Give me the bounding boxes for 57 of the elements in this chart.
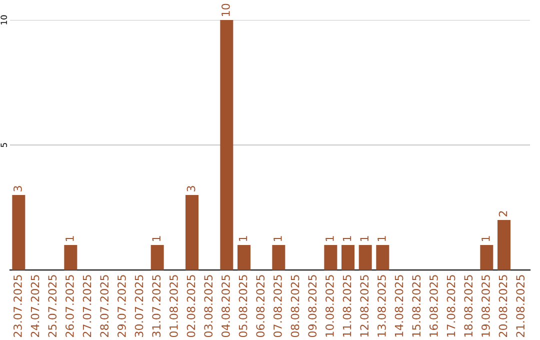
bar xyxy=(220,20,234,270)
bar xyxy=(186,195,198,270)
bar xyxy=(376,245,390,270)
data-label: 1 xyxy=(152,236,160,241)
x-tick-label: 03.08.2025 xyxy=(204,275,213,338)
data-label: 1 xyxy=(342,236,352,241)
bar xyxy=(358,245,372,270)
x-tick-label: 11.08.2025 xyxy=(342,275,352,337)
bar xyxy=(64,245,78,270)
x-tick-label: 26.07.2025 xyxy=(65,275,74,337)
x-tick-label: 07.08.2025 xyxy=(273,275,282,338)
x-tick-label: 02.08.2025 xyxy=(186,275,196,338)
x-tick-label: 20.08.2025 xyxy=(498,275,508,337)
x-tick-label: 19.08.2025 xyxy=(481,275,490,337)
x-tick-label: 12.08.2025 xyxy=(360,275,369,337)
x-tick-label: 30.07.2025 xyxy=(134,275,144,337)
x-tick-label: 28.07.2025 xyxy=(100,275,109,337)
data-label: 1 xyxy=(482,236,490,241)
x-tick-label: 16.08.2025 xyxy=(429,275,438,337)
bar xyxy=(272,245,286,270)
bar xyxy=(324,245,338,270)
x-tick-label: 05.08.2025 xyxy=(238,275,248,338)
data-label: 3 xyxy=(13,186,22,192)
x-tick-label: 25.07.2025 xyxy=(48,275,57,337)
x-tick-label: 08.08.2025 xyxy=(290,275,300,338)
x-tick-label: 29.07.2025 xyxy=(117,275,126,337)
data-label: 2 xyxy=(498,211,508,216)
data-label: 1 xyxy=(378,236,386,241)
bar xyxy=(150,245,164,270)
bar xyxy=(238,245,250,270)
x-tick-label: 06.08.2025 xyxy=(256,275,265,338)
x-tick-label: 01.08.2025 xyxy=(169,275,178,338)
x-tick-label: 17.08.2025 xyxy=(446,275,456,337)
x-tick-label: 27.07.2025 xyxy=(82,275,92,337)
data-label: 1 xyxy=(326,236,334,241)
data-label: 1 xyxy=(360,236,368,241)
x-tick-label: 09.08.2025 xyxy=(308,275,317,338)
bar xyxy=(342,245,354,270)
x-tick-label: 13.08.2025 xyxy=(377,275,386,337)
x-tick-label: 18.08.2025 xyxy=(464,275,473,337)
data-label: 1 xyxy=(274,236,282,241)
x-tick-label: 10.08.2025 xyxy=(325,275,334,337)
x-tick-label: 23.07.2025 xyxy=(13,275,22,337)
x-tick-label: 31.07.2025 xyxy=(152,275,161,337)
x-tick-label: 04.08.2025 xyxy=(221,275,230,338)
x-tick-label: 14.08.2025 xyxy=(394,275,404,337)
data-label: 3 xyxy=(186,186,196,192)
x-tick-label: 15.08.2025 xyxy=(412,275,421,337)
bar xyxy=(12,195,26,270)
data-label: 1 xyxy=(238,236,248,241)
y-tick-label: 5 xyxy=(0,143,7,148)
data-label: 1 xyxy=(66,236,74,241)
data-label: 10 xyxy=(221,4,230,16)
x-tick-label: 21.08.2025 xyxy=(516,275,525,337)
x-tick-label: 24.07.2025 xyxy=(30,275,40,337)
bar xyxy=(498,220,510,270)
bar xyxy=(480,245,494,270)
